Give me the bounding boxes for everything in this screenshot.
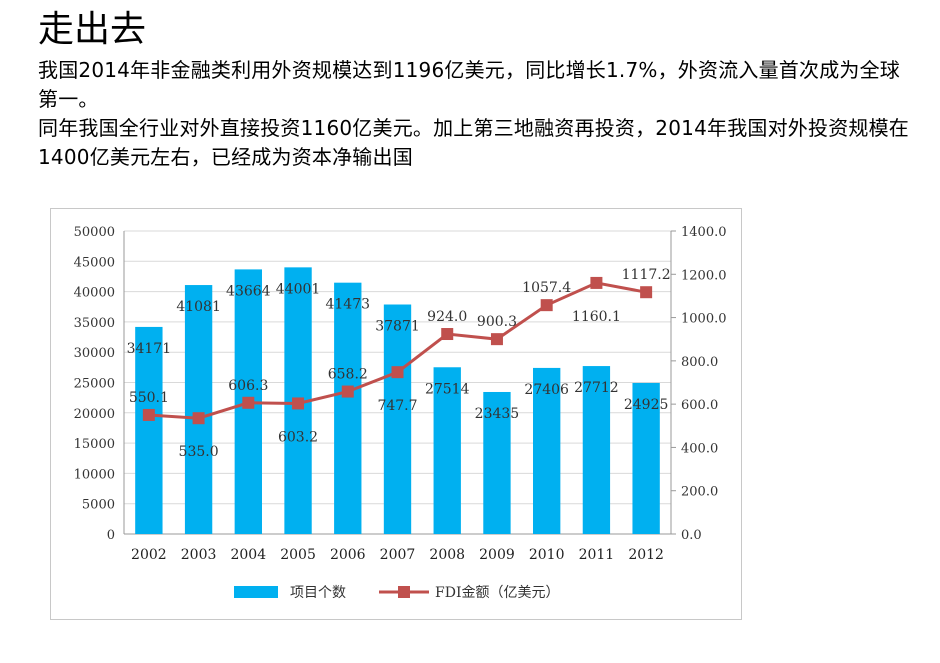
- line-data-label: 658.2: [328, 367, 368, 383]
- left-axis-tick-label: 0: [107, 528, 115, 543]
- right-axis-tick-label: 400.0: [681, 441, 718, 456]
- fdi-point-marker: [242, 396, 255, 409]
- fdi-point-marker: [540, 299, 553, 312]
- left-axis-tick-label: 5000: [82, 498, 115, 513]
- right-axis-tick-label: 600.0: [681, 398, 718, 413]
- chart-frame: 0 5000 10000 15000 20000 25000 30000 35000 40000…: [50, 208, 742, 620]
- line-data-label: 550.1: [129, 390, 169, 406]
- left-axis-tick-label: 15000: [74, 437, 115, 452]
- line-data-label: 603.2: [278, 429, 318, 445]
- bar-data-label: 43664: [226, 283, 271, 299]
- line-data-label: 606.3: [228, 378, 268, 394]
- line-data-label: 900.3: [477, 314, 517, 330]
- bar: [483, 391, 511, 534]
- x-axis-tick-label: 2012: [628, 547, 664, 563]
- bar-data-label: 41473: [325, 297, 370, 313]
- legend-line-label: FDI金额（亿美元）: [435, 585, 559, 601]
- bar-data-label: 37871: [375, 319, 420, 335]
- left-axis-tick-label: 10000: [74, 467, 115, 482]
- line-data-label: 924.0: [427, 309, 467, 325]
- right-axis-tick-label: 0.0: [681, 528, 702, 543]
- fdi-point-marker: [142, 408, 155, 421]
- left-axis-tick-label: 20000: [74, 407, 115, 422]
- paragraph-outward-investment: 同年我国全行业对外直接投资1160亿美元。加上第三地融资再投资，2014年我国对…: [38, 116, 909, 169]
- right-axis-tick-label: 1200.0: [681, 268, 727, 283]
- page-title: 走出去: [38, 9, 147, 50]
- bar: [334, 282, 362, 534]
- bar: [582, 366, 611, 534]
- bar: [533, 367, 561, 534]
- fdi-point-marker: [490, 333, 503, 346]
- fdi-point-marker: [292, 397, 305, 410]
- line-data-label: 535.0: [179, 444, 219, 460]
- left-axis-tick-label: 40000: [74, 286, 115, 301]
- bar: [184, 285, 213, 534]
- x-axis-tick-label: 2002: [131, 547, 167, 563]
- x-axis-tick-label: 2005: [280, 547, 316, 563]
- legend-bar-swatch: [234, 586, 278, 598]
- left-axis-tick-label: 25000: [74, 377, 115, 392]
- bar-data-label: 27712: [574, 380, 619, 396]
- bar-data-label: 23435: [475, 406, 520, 422]
- right-axis-tick-label: 800.0: [681, 355, 718, 370]
- fdi-point-marker: [391, 366, 404, 379]
- left-axis-tick-label: 30000: [74, 346, 115, 361]
- bar-data-label: 27406: [524, 382, 569, 398]
- bar-data-label: 41081: [176, 299, 221, 315]
- line-data-label: 1117.2: [622, 267, 671, 283]
- x-axis-tick-label: 2010: [529, 547, 565, 563]
- x-axis-tick-label: 2003: [181, 547, 217, 563]
- legend-line-marker: [398, 586, 410, 598]
- fdi-point-marker: [192, 412, 205, 425]
- fdi-point-marker: [590, 276, 603, 289]
- left-axis-tick-label: 50000: [74, 225, 115, 240]
- bar-data-label: 27514: [425, 381, 470, 397]
- x-axis-tick-label: 2004: [230, 547, 266, 563]
- bar-data-label: 24925: [624, 397, 669, 413]
- fdi-chart: 0 5000 10000 15000 20000 25000 30000 35000 40000…: [74, 225, 727, 601]
- x-axis-tick-label: 2008: [429, 547, 465, 563]
- bar-data-label: 44001: [276, 281, 321, 297]
- bar: [383, 304, 412, 534]
- bar: [632, 382, 660, 534]
- left-axis-tick-label: 45000: [74, 255, 115, 270]
- x-axis-tick-label: 2011: [579, 547, 615, 563]
- x-axis-tick-label: 2006: [330, 547, 366, 563]
- line-data-label: 1057.4: [522, 280, 571, 296]
- x-axis-tick-label: 2009: [479, 547, 515, 563]
- bar: [135, 326, 163, 534]
- left-axis-tick-label: 35000: [74, 316, 115, 331]
- right-axis-tick-label: 200.0: [681, 485, 718, 500]
- legend-bar-label: 项目个数: [290, 585, 346, 601]
- bar: [433, 367, 461, 534]
- fdi-point-marker: [640, 286, 653, 299]
- line-data-label: 747.7: [377, 398, 417, 414]
- paragraph-foreign-investment-inflow: 我国2014年非金融类利用外资规模达到1196亿美元，同比增长1.7%，外资流入…: [38, 58, 901, 111]
- x-axis-tick-label: 2007: [380, 547, 416, 563]
- fdi-point-marker: [441, 328, 454, 341]
- bar-data-label: 34171: [127, 341, 172, 357]
- line-data-label: 1160.1: [572, 309, 621, 325]
- right-axis-tick-label: 1000.0: [681, 312, 727, 327]
- right-axis-tick-label: 1400.0: [681, 225, 727, 240]
- fdi-point-marker: [341, 385, 354, 398]
